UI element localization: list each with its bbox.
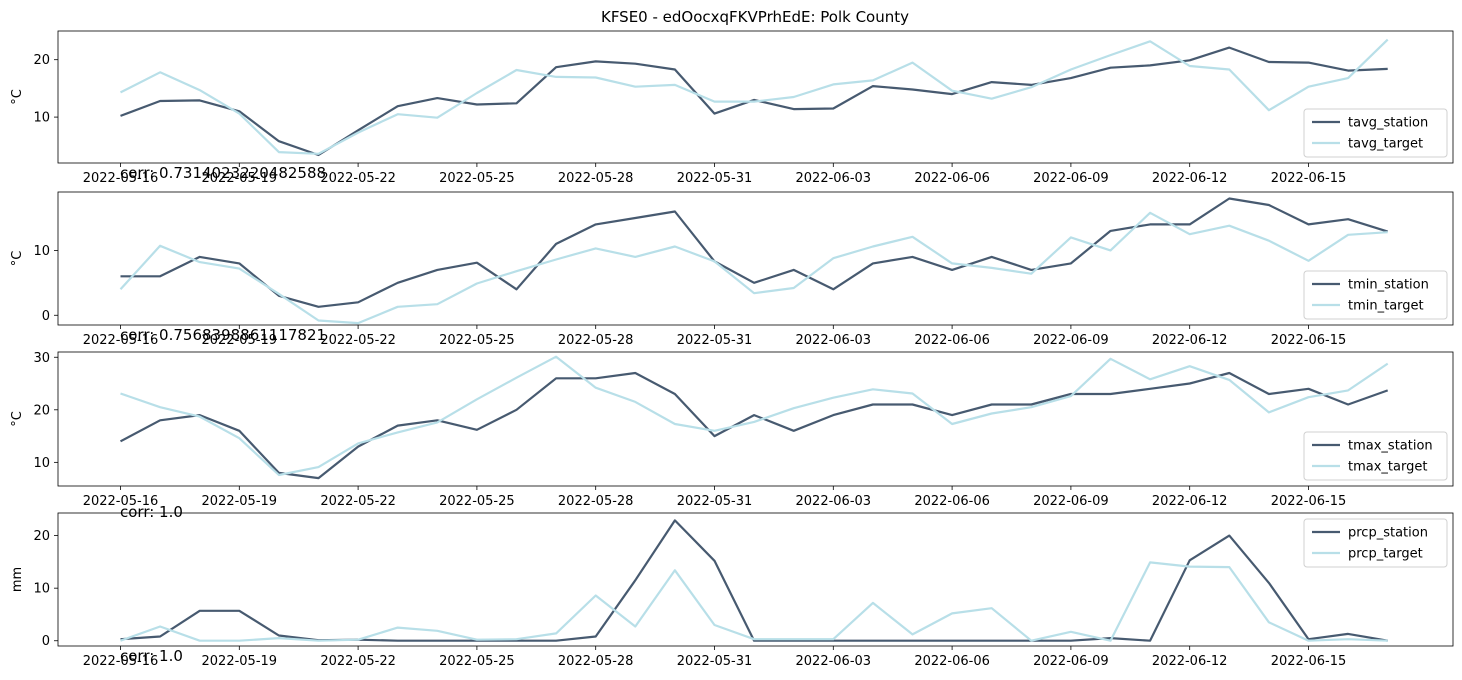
legend-label: tmax_target: [1348, 460, 1427, 475]
series-line-tmax_target: [120, 355, 1389, 477]
x-tick-label: 2022-06-12: [1152, 333, 1228, 348]
y-tick-label: 0: [42, 634, 50, 649]
x-tick-label: 2022-05-31: [677, 171, 753, 186]
x-tick-label: 2022-06-12: [1152, 171, 1228, 186]
x-tick-label: 2022-05-22: [320, 494, 396, 509]
x-tick-label: 2022-05-28: [558, 494, 634, 509]
series-line-prcp_target: [120, 561, 1388, 642]
chart-title: KFSE0 - edOocxqFKVPrhEdE: Polk County: [601, 8, 909, 26]
y-tick-label: 10: [33, 456, 50, 471]
x-tick-label: 2022-05-28: [558, 654, 634, 669]
x-tick-label: 2022-05-16: [83, 654, 159, 669]
subplot-3: 2022-05-16 2022-05-19 2022-05-22 2022-05-25…: [10, 351, 1454, 521]
axes-frame: [57, 191, 1454, 326]
x-tick-label: 2022-05-25: [439, 654, 515, 669]
x-tick-label: 2022-05-16: [83, 494, 159, 509]
x-tick-label: 2022-05-25: [439, 171, 515, 186]
x-tick-label: 2022-06-09: [1033, 171, 1109, 186]
x-tick-label: 2022-06-06: [914, 171, 990, 186]
y-tick-label: 10: [33, 111, 50, 126]
legend-label: tmax_station: [1348, 439, 1433, 454]
legend-label: prcp_station: [1348, 526, 1428, 541]
axes-frame: [57, 512, 1454, 647]
axes-frame: [57, 351, 1454, 487]
y-tick-label: 0: [42, 309, 50, 324]
x-tick-label: 2022-05-16: [83, 333, 159, 348]
subplot-4: 2022-05-16 2022-05-19 2022-05-22 2022-05-25…: [10, 512, 1454, 669]
correlation-annotation: corr: 0.7314023220482588: [120, 164, 326, 182]
x-tick-label: 2022-05-28: [558, 333, 634, 348]
x-tick-label: 2022-06-03: [796, 494, 872, 509]
y-tick-label: 20: [33, 529, 50, 544]
x-tick-label: 2022-05-19: [202, 654, 278, 669]
legend-label: tmin_target: [1348, 299, 1424, 314]
x-tick-label: 2022-06-03: [796, 333, 872, 348]
x-tick-label: 2022-06-15: [1271, 333, 1347, 348]
axes-frame: [57, 30, 1454, 164]
x-tick-label: 2022-06-06: [914, 654, 990, 669]
x-tick-label: 2022-06-15: [1271, 654, 1347, 669]
x-tick-label: 2022-06-09: [1033, 333, 1109, 348]
x-tick-label: 2022-06-06: [914, 333, 990, 348]
x-tick-label: 2022-05-25: [439, 494, 515, 509]
x-tick-label: 2022-05-19: [202, 171, 278, 186]
y-axis-label: mm: [10, 567, 25, 592]
series-line-tmin_target: [119, 211, 1388, 325]
x-tick-label: 2022-05-22: [320, 654, 396, 669]
x-tick-label: 2022-06-03: [796, 171, 872, 186]
y-axis-label: °C: [10, 89, 25, 105]
legend-label: tavg_target: [1348, 137, 1423, 152]
x-tick-label: 2022-05-31: [677, 654, 753, 669]
x-tick-label: 2022-06-15: [1271, 171, 1347, 186]
x-tick-label: 2022-06-12: [1152, 494, 1228, 509]
y-tick-label: 30: [33, 351, 50, 366]
y-tick-label: 10: [33, 244, 50, 259]
x-tick-label: 2022-06-09: [1033, 654, 1109, 669]
series-line-tavg_target: [120, 38, 1389, 155]
x-tick-label: 2022-05-31: [677, 494, 753, 509]
correlation-annotation: corr: 1.0: [120, 647, 183, 665]
x-tick-label: 2022-06-12: [1152, 654, 1228, 669]
x-tick-label: 2022-05-22: [320, 333, 396, 348]
y-tick-label: 10: [33, 582, 50, 597]
y-axis-label: °C: [10, 251, 25, 267]
x-tick-label: 2022-05-22: [320, 171, 396, 186]
x-tick-label: 2022-05-28: [558, 171, 634, 186]
y-tick-label: 20: [33, 53, 50, 68]
series-line-prcp_station: [120, 519, 1388, 642]
series-line-tmin_station: [120, 197, 1389, 308]
x-tick-label: 2022-05-16: [83, 171, 159, 186]
x-tick-label: 2022-06-06: [914, 494, 990, 509]
x-tick-label: 2022-05-19: [202, 494, 278, 509]
x-tick-label: 2022-05-31: [677, 333, 753, 348]
legend-label: tmin_station: [1348, 278, 1429, 293]
subplot-2: 2022-05-16 2022-05-19 2022-05-22 2022-05-25…: [10, 191, 1454, 348]
x-tick-label: 2022-05-19: [202, 333, 278, 348]
y-axis-label: °C: [10, 411, 25, 427]
x-tick-label: 2022-06-15: [1271, 494, 1347, 509]
correlation-annotation: corr: 0.7568398861117821: [120, 326, 326, 344]
y-tick-label: 20: [33, 403, 50, 418]
subplot-1: 2022-05-16 2022-05-19 2022-05-22 2022-05-25…: [10, 30, 1454, 186]
legend-label: prcp_target: [1348, 547, 1423, 562]
series-line-tmax_station: [119, 371, 1389, 480]
x-tick-label: 2022-05-25: [439, 333, 515, 348]
x-tick-label: 2022-06-03: [796, 654, 872, 669]
x-tick-label: 2022-06-09: [1033, 494, 1109, 509]
legend-label: tavg_station: [1348, 116, 1428, 131]
correlation-annotation: corr: 1.0: [120, 503, 183, 521]
